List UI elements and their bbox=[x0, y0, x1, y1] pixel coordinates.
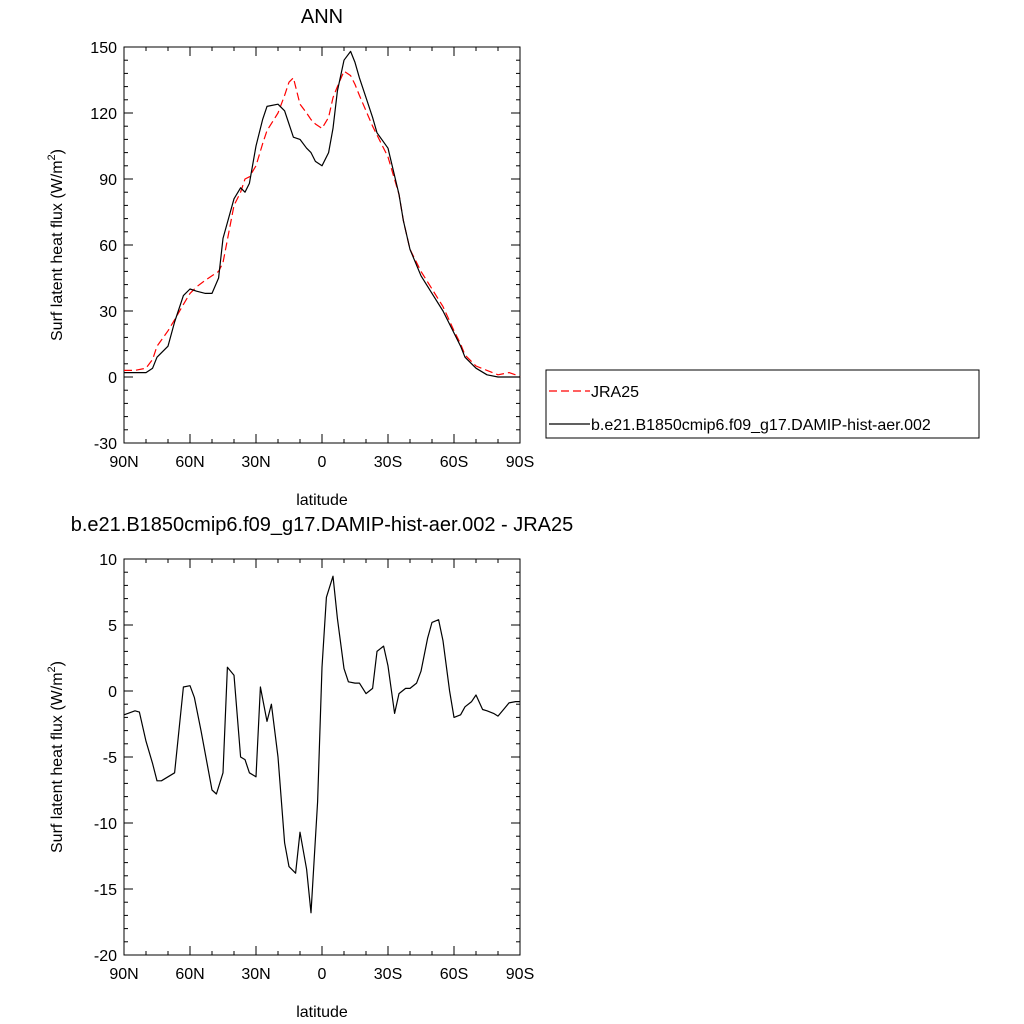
top-panel-y-ticks: -30 0 30 60 90 120 150 bbox=[90, 40, 520, 453]
y-tick-label: -10 bbox=[94, 816, 117, 833]
legend-label-jra25: JRA25 bbox=[591, 384, 639, 401]
bottom-panel-title: b.e21.B1850cmip6.f09_g17.DAMIP-hist-aer.… bbox=[71, 514, 574, 536]
x-tick-label: 90S bbox=[506, 454, 534, 471]
bottom-panel-series bbox=[123, 575, 520, 914]
top-panel-plot-frame bbox=[123, 46, 521, 444]
x-tick-label: 60N bbox=[175, 454, 204, 471]
bottom-panel-x-axis-label: latitude bbox=[296, 1004, 348, 1021]
top-panel-title: ANN bbox=[301, 6, 343, 28]
x-tick-label: 30N bbox=[241, 454, 270, 471]
top-panel-x-ticks: 90N 60N 30N 0 30S 60S 90S bbox=[109, 47, 534, 471]
x-tick-label: 60S bbox=[440, 454, 468, 471]
top-panel-series bbox=[124, 50, 521, 378]
x-tick-label: 30N bbox=[241, 966, 270, 983]
bottom-panel-minor-ticks bbox=[123, 558, 521, 956]
x-tick-label: 30S bbox=[374, 966, 402, 983]
bottom-panel-x-ticks: 90N 60N 30N 0 30S 60S 90S bbox=[109, 559, 534, 983]
y-tick-label: 120 bbox=[90, 106, 117, 123]
x-tick-label: 0 bbox=[318, 454, 327, 471]
y-tick-label: 150 bbox=[90, 40, 117, 57]
x-tick-label: 60N bbox=[175, 966, 204, 983]
y-tick-label: -15 bbox=[94, 882, 117, 899]
top-panel-minor-ticks bbox=[123, 46, 521, 444]
x-tick-label: 90S bbox=[506, 966, 534, 983]
y-tick-label: 30 bbox=[99, 304, 117, 321]
y-tick-label: 10 bbox=[99, 552, 117, 569]
bottom-panel-y-axis-label: Surf latent heat flux (W/m2) bbox=[46, 661, 66, 853]
x-tick-label: 30S bbox=[374, 454, 402, 471]
top-panel-x-axis-label: latitude bbox=[296, 492, 348, 509]
top-panel-y-axis-label: Surf latent heat flux (W/m2) bbox=[46, 149, 66, 341]
legend-box bbox=[545, 369, 980, 439]
y-tick-label: 0 bbox=[108, 684, 117, 701]
x-tick-label: 0 bbox=[318, 966, 327, 983]
y-tick-label: 60 bbox=[99, 238, 117, 255]
legend-label-model: b.e21.B1850cmip6.f09_g17.DAMIP-hist-aer.… bbox=[591, 417, 931, 434]
x-tick-label: 60S bbox=[440, 966, 468, 983]
series-line-0-0 bbox=[124, 70, 521, 378]
y-tick-label: 90 bbox=[99, 172, 117, 189]
y-tick-label: 0 bbox=[108, 370, 117, 387]
y-tick-label: -30 bbox=[94, 436, 117, 453]
y-tick-label: 5 bbox=[108, 618, 117, 635]
bottom-panel-y-ticks: -20 -15 -10 -5 0 5 10 bbox=[94, 552, 520, 965]
series-line-0-1 bbox=[124, 50, 520, 378]
bottom-panel-plot-frame bbox=[123, 558, 521, 956]
bottom-panel-difference: b.e21.B1850cmip6.f09_g17.DAMIP-hist-aer.… bbox=[46, 514, 573, 1021]
top-panel-annual: ANN -30 0 30 60 90 120 150 90N 60N 30N 0 30S 60S 90S… bbox=[46, 6, 980, 509]
y-tick-label: -20 bbox=[94, 948, 117, 965]
y-tick-label: -5 bbox=[103, 750, 117, 767]
x-tick-label: 90N bbox=[109, 966, 138, 983]
legend: JRA25 b.e21.B1850cmip6.f09_g17.DAMIP-his… bbox=[545, 369, 980, 439]
x-tick-label: 90N bbox=[109, 454, 138, 471]
series-line-1-0 bbox=[123, 575, 520, 914]
